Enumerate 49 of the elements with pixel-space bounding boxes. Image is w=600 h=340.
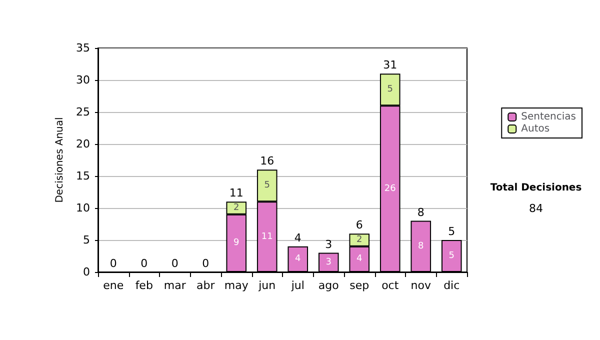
total-label: 11 xyxy=(229,186,244,200)
y-axis-title: Decisiones Anual xyxy=(54,117,66,203)
y-tick-label: 0 xyxy=(83,266,90,278)
y-tick-label: 30 xyxy=(76,74,90,86)
total-label: 0 xyxy=(140,257,148,270)
data-label: 9 xyxy=(234,238,240,248)
total-label: 0 xyxy=(110,257,117,270)
data-label: 8 xyxy=(418,241,424,252)
x-tick-label: feb xyxy=(135,279,153,292)
total-label: 5 xyxy=(448,225,456,238)
data-label: 3 xyxy=(326,257,332,268)
data-label: 2 xyxy=(356,235,362,245)
data-label: 5 xyxy=(448,251,454,261)
total-label: 4 xyxy=(294,231,302,244)
data-label: 2 xyxy=(234,203,240,213)
x-tick-label: jul xyxy=(290,279,304,292)
total-label: 16 xyxy=(260,154,274,168)
y-tick-label: 15 xyxy=(76,170,90,182)
x-tick-label: abr xyxy=(196,279,216,292)
x-tick-label: oct xyxy=(382,279,400,292)
data-label: 26 xyxy=(384,184,396,194)
x-tick-label: mar xyxy=(164,279,186,292)
data-label: 4 xyxy=(356,254,363,264)
data-label: 5 xyxy=(264,180,270,191)
y-tick-label: 5 xyxy=(83,234,90,246)
legend-label: Sentencias xyxy=(521,112,576,122)
data-label: 5 xyxy=(387,84,393,95)
x-tick-label: sep xyxy=(350,279,370,292)
x-tick-label: dic xyxy=(444,279,460,292)
y-tick-label: 20 xyxy=(76,138,90,150)
data-label: 11 xyxy=(261,232,273,242)
total-label: 0 xyxy=(202,257,210,270)
data-label: 4 xyxy=(295,254,302,264)
x-tick-label: jun xyxy=(258,279,276,292)
total-label: 0 xyxy=(171,257,178,270)
legend-label: Autos xyxy=(521,124,550,134)
x-tick-label: nov xyxy=(410,279,432,292)
y-tick-label: 35 xyxy=(76,42,90,54)
total-label: 3 xyxy=(325,238,332,251)
x-tick-label: ene xyxy=(103,279,124,292)
x-tick-label: ago xyxy=(318,279,340,292)
total-label: 8 xyxy=(417,206,424,219)
x-tick-label: may xyxy=(224,279,249,292)
y-tick-label: 10 xyxy=(76,202,90,214)
text: 84 xyxy=(529,202,543,215)
total-label: 31 xyxy=(383,58,398,72)
y-tick-label: 25 xyxy=(76,106,90,118)
text: Total Decisiones xyxy=(490,182,582,194)
total-label: 6 xyxy=(356,218,363,232)
